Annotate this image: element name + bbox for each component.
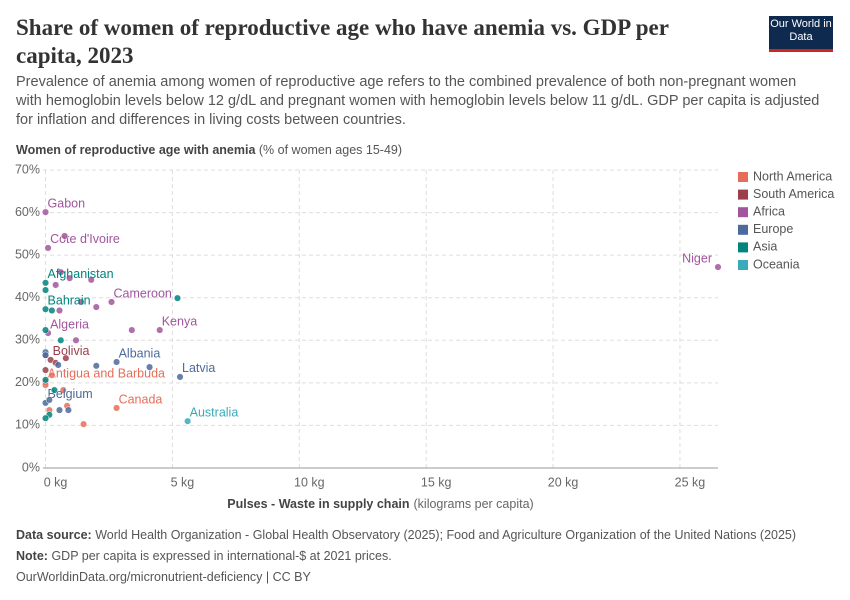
point-label: Kenya (162, 314, 197, 328)
x-axis-title: Pulses - Waste in supply chain (227, 497, 409, 511)
legend-swatch (738, 207, 748, 218)
point (61, 232, 69, 240)
point-label: Australia (190, 405, 239, 419)
logo[interactable]: Our World in Data (769, 16, 833, 52)
point (41, 286, 50, 294)
point (59, 386, 67, 394)
point-label: Cameroon (114, 286, 172, 300)
legend-swatch (738, 189, 748, 200)
legend-swatch (738, 224, 748, 235)
legend-swatch (738, 260, 748, 270)
point-label: Antigua and Barbuda (48, 366, 166, 380)
point (72, 336, 80, 344)
point (55, 406, 64, 414)
point (44, 244, 52, 252)
point (41, 376, 50, 384)
legend-swatch (738, 172, 748, 182)
point-label: Cote d'Ivoire (50, 232, 120, 246)
y-tick-label: 10% (15, 418, 40, 432)
point (92, 362, 100, 370)
url[interactable]: OurWorldinData.org/micronutrient-deficie… (16, 570, 311, 584)
point (50, 386, 58, 394)
point (173, 294, 182, 302)
x-tick-label: 10 kg (294, 475, 325, 489)
point (41, 326, 50, 334)
point (113, 358, 121, 366)
y-tick-label: 20% (15, 375, 40, 389)
point-label: Algeria (50, 317, 89, 331)
point-label: Niger (682, 251, 712, 265)
legend-label: Asia (753, 240, 777, 254)
y-tick-label: 40% (15, 290, 40, 304)
x-tick-label: 0 kg (44, 475, 68, 489)
x-tick-label: 20 kg (548, 475, 579, 489)
point (57, 268, 65, 276)
point (57, 336, 65, 344)
point (92, 303, 100, 311)
point-label: Latvia (182, 361, 215, 375)
chart: 0% 10% 20% 30% 40% 50% 60% 70% 0 kg 5 kg 10 kg 15 k… (15, 162, 834, 511)
point (41, 366, 50, 374)
y-tick-label: 70% (15, 162, 40, 176)
source: Data source: World Health Organization -… (16, 528, 796, 542)
point-label: Albania (119, 346, 161, 360)
point-label: Bolivia (53, 344, 90, 358)
x-tick-label: 15 kg (421, 475, 452, 489)
subtitle: Prevalence of anemia among women of repr… (16, 74, 820, 128)
legend-label: Oceania (753, 257, 800, 271)
point (41, 208, 50, 216)
point (41, 351, 50, 359)
point (80, 420, 88, 428)
source-text: World Health Organization - Global Healt… (95, 528, 797, 542)
note: Note: GDP per capita is expressed in int… (16, 549, 392, 563)
point (107, 298, 116, 306)
point (714, 263, 722, 271)
point (48, 306, 56, 315)
point (41, 414, 50, 422)
point (52, 281, 60, 289)
legend-label: North America (753, 169, 832, 183)
chart-title: Share of women of reproductive age who h… (16, 15, 669, 68)
note-text: GDP per capita is expressed in internati… (51, 549, 392, 563)
point (55, 306, 64, 315)
point-label: Belgium (48, 387, 93, 401)
point (113, 404, 121, 412)
y-tick-label: 50% (15, 247, 40, 261)
point (146, 363, 154, 371)
point (41, 279, 50, 287)
point-label: Bahrain (48, 294, 91, 308)
point (156, 326, 164, 334)
point (87, 276, 95, 284)
point-label: Afghanistan (48, 267, 114, 281)
point (77, 298, 85, 306)
legend-label: Africa (753, 204, 785, 218)
point (48, 371, 56, 379)
point (128, 326, 136, 334)
x-tick-label: 25 kg (675, 475, 706, 489)
point (184, 417, 192, 425)
x-tick-label: 5 kg (171, 475, 195, 489)
point (64, 406, 72, 414)
y-axis-label: Women of reproductive age with anemia (%… (16, 143, 402, 157)
legend-swatch (738, 242, 748, 253)
source-label: Data source: (16, 528, 92, 542)
y-tick-label: 60% (15, 205, 40, 219)
point-label: Canada (119, 392, 163, 406)
point (62, 354, 70, 362)
point (176, 373, 184, 381)
point (45, 396, 53, 404)
note-label: Note: (16, 549, 48, 563)
y-axis-title: Women of reproductive age with anemia (16, 143, 256, 157)
point (66, 274, 74, 282)
y-axis-unit: (% of women ages 15-49) (258, 143, 403, 157)
point-label: Gabon (48, 196, 86, 210)
point (54, 361, 62, 369)
y-tick-label: 30% (15, 333, 40, 347)
x-axis-unit: (kilograms per capita) (414, 497, 534, 511)
legend-label: Europe (753, 222, 793, 236)
legend-label: South America (753, 187, 834, 201)
x-axis-label: Pulses - Waste in supply chain (kilograms… (227, 497, 533, 511)
y-tick-label: 0% (22, 460, 40, 474)
